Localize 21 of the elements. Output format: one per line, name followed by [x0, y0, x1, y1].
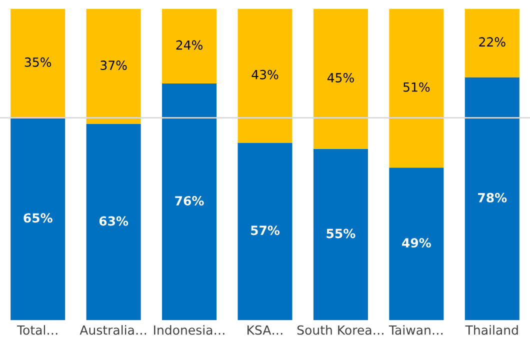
data-label: 63%: [99, 216, 128, 226]
data-label: 45%: [327, 73, 354, 82]
data-label: 22%: [479, 37, 506, 47]
x-tick-label: Australia…: [80, 325, 146, 335]
data-label: 37%: [100, 60, 127, 70]
x-tick-label: Thailand: [465, 325, 518, 335]
x-tick-label: KSA…: [248, 325, 282, 335]
data-label: 78%: [478, 192, 507, 202]
data-label: 35%: [24, 57, 52, 67]
data-label: 76%: [175, 196, 204, 206]
x-tick-label: Indonesia…: [154, 325, 224, 335]
data-label: 65%: [24, 213, 52, 223]
data-label: 24%: [176, 40, 202, 50]
data-label: 57%: [251, 226, 280, 236]
x-tick-label: Taiwan…: [388, 325, 442, 335]
data-label: 49%: [402, 238, 431, 248]
data-label: 55%: [326, 228, 356, 238]
data-label: 43%: [252, 70, 278, 80]
x-tick-label: South Korea…: [297, 325, 384, 335]
x-tick-label: Total…: [16, 325, 58, 335]
data-label: 51%: [404, 82, 430, 92]
